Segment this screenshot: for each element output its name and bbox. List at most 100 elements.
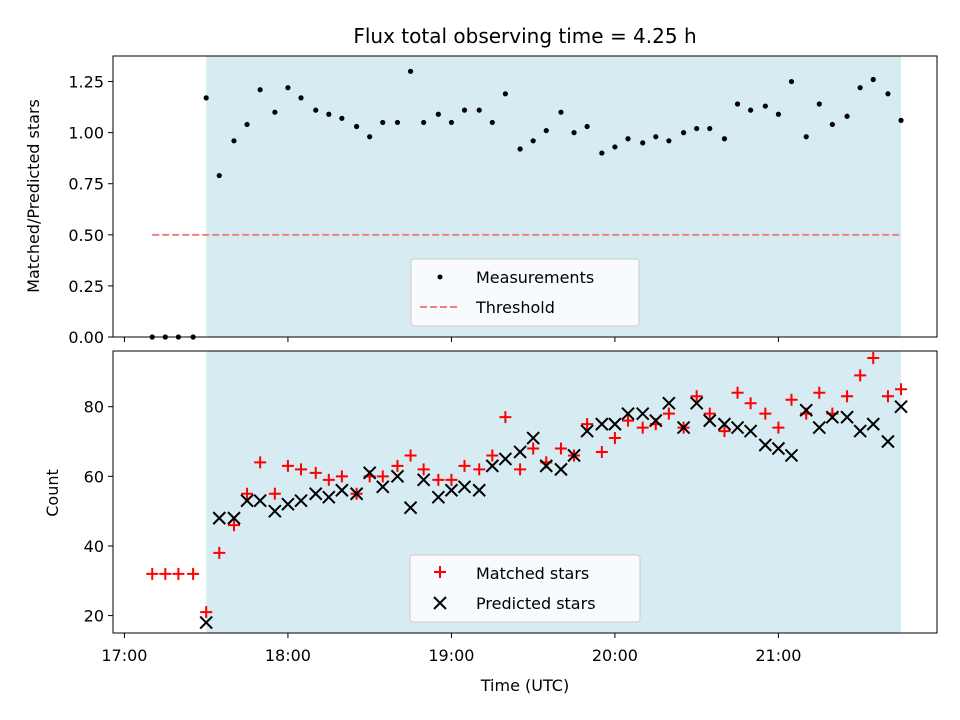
measurement-point <box>313 107 319 113</box>
measurement-point <box>326 111 332 117</box>
matched-star-point <box>404 449 417 462</box>
measurement-point <box>502 91 508 97</box>
predicted-star-point <box>554 462 568 477</box>
measurement-point <box>543 127 549 134</box>
predicted-star-point <box>853 424 867 438</box>
predicted-star-point <box>227 511 241 525</box>
predicted-star-point <box>513 445 527 459</box>
matched-star-point <box>581 418 594 431</box>
matched-star-point <box>499 411 512 424</box>
matched-star-point <box>514 463 527 476</box>
matched-star-point <box>159 567 172 580</box>
measurement-point <box>461 107 468 113</box>
measurement-point <box>530 138 536 144</box>
predicted-star-point <box>457 480 472 494</box>
ratio-legend-box <box>410 258 640 327</box>
ratio-y-tick-label: 0.75 <box>68 175 104 194</box>
count-plot-area <box>146 351 908 630</box>
measurement-point <box>734 101 741 107</box>
measurement-point <box>421 119 427 126</box>
count-x-tick-label: 17:00 <box>101 646 147 665</box>
predicted-star-point <box>472 483 486 497</box>
predicted-star-point <box>784 448 799 463</box>
matched-star-point <box>172 567 185 580</box>
matched-star-point <box>473 463 486 476</box>
count-x-tick-label: 20:00 <box>592 646 638 665</box>
x-axis-label: Time (UTC) <box>480 676 569 695</box>
measurement-point <box>803 134 809 140</box>
ratio-y-tick-label: 0.25 <box>68 277 104 296</box>
legend-label-matched: Matched stars <box>476 564 589 583</box>
count-x-tick-label: 21:00 <box>755 646 801 665</box>
measurement-point <box>394 119 401 126</box>
matched-star-point <box>295 463 308 476</box>
predicted-star-point <box>498 452 513 466</box>
matched-star-point <box>759 407 772 420</box>
predicted-star-point <box>840 410 854 424</box>
matched-star-point <box>309 466 322 479</box>
predicted-star-point <box>676 420 691 435</box>
predicted-star-point <box>799 403 813 417</box>
measurement-point <box>367 134 373 140</box>
matched-star-point <box>772 421 785 434</box>
predicted-star-point <box>649 413 663 428</box>
measurement-point <box>680 130 687 136</box>
count-axes-frame <box>112 350 938 634</box>
measurement-point <box>898 117 904 123</box>
matched-star-point <box>254 456 267 469</box>
measurement-point <box>203 95 209 101</box>
matched-star-point <box>608 432 621 445</box>
measurement-point <box>816 101 822 107</box>
matched-star-point <box>417 463 430 476</box>
predicted-star-point <box>580 424 594 438</box>
predicted-star-point <box>703 413 717 428</box>
ratio-axes-frame <box>112 55 938 338</box>
matched-star-point <box>595 445 608 458</box>
measurement-point <box>640 140 646 146</box>
predicted-star-point <box>812 420 826 435</box>
predicted-star-point <box>281 497 295 511</box>
matched-star-point <box>376 470 389 483</box>
measurement-point <box>244 121 250 128</box>
matched-star-point <box>187 567 200 580</box>
predicted-star-point <box>335 483 349 497</box>
ratio-y-tick-label: 1.25 <box>68 73 104 92</box>
legend-label-measurements: Measurements <box>476 268 594 287</box>
predicted-star-point <box>349 487 364 501</box>
predicted-star-point <box>881 434 895 449</box>
predicted-star-point <box>730 420 745 435</box>
predicted-star-point <box>240 493 254 508</box>
matched-star-point <box>227 519 240 532</box>
ratio-y-axis-label: Matched/Predicted stars <box>24 99 43 293</box>
measurement-point <box>857 85 863 91</box>
predicted-star-point <box>376 480 390 494</box>
measurement-point <box>231 138 237 144</box>
predicted-star-point <box>322 490 336 504</box>
legend-marker-measurements <box>437 274 443 280</box>
matched-star-point <box>213 546 226 559</box>
predicted-star-point <box>294 493 308 508</box>
matched-star-point <box>785 393 798 406</box>
matched-star-point <box>690 390 703 403</box>
matched-star-point <box>731 386 744 399</box>
count-series-0 <box>146 351 908 619</box>
predicted-star-point <box>444 483 459 497</box>
measurement-point <box>762 103 768 109</box>
predicted-star-point <box>253 493 267 508</box>
predicted-star-point <box>539 459 553 473</box>
count-legend-box <box>409 554 641 623</box>
matched-star-point <box>703 407 716 420</box>
measurement-point <box>435 111 441 117</box>
measurement-point <box>748 107 754 113</box>
predicted-star-point <box>416 473 431 487</box>
predicted-star-point <box>621 406 635 421</box>
matched-star-point <box>432 473 445 486</box>
measurement-point <box>448 119 455 126</box>
count-axes: 20 40 60 80 17:00 18:00 19:00 20:00 21:00 <box>84 350 938 665</box>
predicted-star-point <box>595 417 609 431</box>
legend-marker-matched <box>434 566 446 578</box>
predicted-star-point <box>431 490 446 504</box>
measurement-point <box>489 119 495 126</box>
measurement-point <box>571 130 577 136</box>
